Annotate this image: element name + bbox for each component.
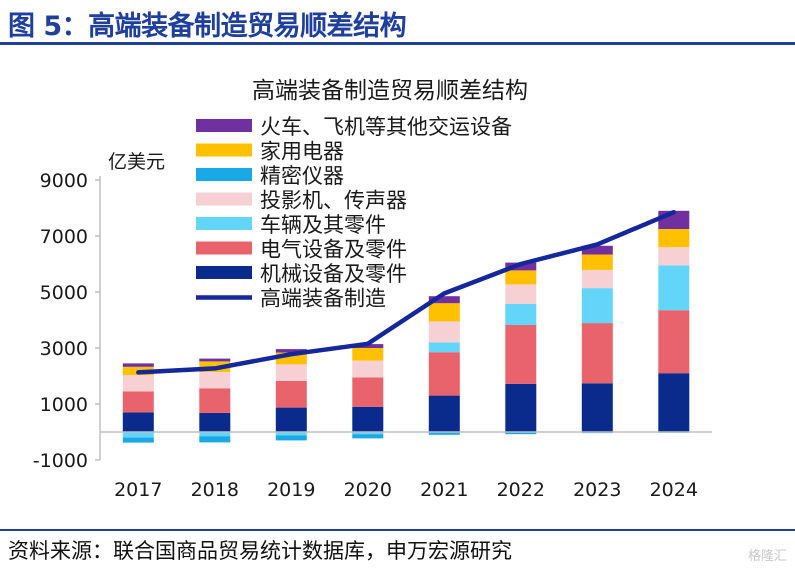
bar-segment-1-2020 [352,406,384,432]
bar-segment-1-2018 [199,413,231,432]
bar-segment-3-2018 [199,432,231,437]
bar-segment-4-2021 [428,321,460,343]
x-tick-label: 2019 [267,479,315,501]
legend-label: 火车、飞机等其他交运设备 [260,115,512,139]
bar-segment-5-2020 [352,434,384,439]
bar-segment-7-2019 [275,349,307,353]
legend-swatch [196,119,252,132]
bar-segment-5-2022 [505,432,537,435]
bar-segment-5-2017 [122,437,154,443]
legend-label: 机械设备及零件 [260,262,407,286]
legend-label: 投影机、传声器 [260,189,407,213]
source-note: 资料来源：联合国商品贸易统计数据库，申万宏源研究 [8,539,512,563]
bar-segment-3-2022 [505,304,537,325]
figure-title: 图 5：高端装备制造贸易顺差结构 [8,11,407,42]
x-tick-label: 2017 [114,479,162,501]
legend: 火车、飞机等其他交运设备家用电器精密仪器投影机、传声器车辆及其零件电气设备及零件… [196,115,512,311]
bar-segment-2-2020 [352,377,384,407]
bar-segment-6-2022 [505,270,537,285]
legend-label: 车辆及其零件 [260,213,386,237]
x-tick-label: 2020 [344,479,392,501]
bottom-divider [0,529,795,531]
bar-segment-5-2021 [428,432,460,435]
legend-swatch [196,241,252,255]
bar-segment-2-2022 [505,325,537,384]
x-tick-label: 2023 [573,479,621,501]
bar-segment-6-2019 [275,352,307,365]
legend-label: 精密仪器 [260,164,344,188]
bar-segment-1-2023 [581,383,613,432]
bar-segment-7-2021 [428,296,460,304]
bar-segment-2-2023 [581,323,613,384]
legend-label: 电气设备及零件 [260,238,407,262]
bar-segment-4-2017 [122,375,154,392]
bar-segment-7-2017 [122,363,154,367]
legend-label: 高端装备制造 [260,287,386,311]
legend-swatch [196,143,252,157]
bar-segment-6-2024 [658,229,690,248]
bar-segment-4-2022 [505,284,537,304]
bar-segment-3-2021 [428,342,460,353]
top-divider [0,42,795,45]
y-tick-label: -1000 [33,450,88,472]
bar-segment-4-2024 [658,247,690,266]
y-tick-label: 1000 [40,394,88,416]
bar-segment-7-2018 [199,358,231,362]
bar-segment-2-2024 [658,310,690,374]
y-tick-label: 5000 [40,282,88,304]
bars-layer [122,210,690,443]
bar-segment-3-2019 [275,432,307,436]
bar-segment-4-2020 [352,360,384,378]
bar-segment-7-2022 [505,262,537,271]
bar-segment-6-2021 [428,303,460,322]
y-axis-unit-label: 亿美元 [108,151,165,173]
bar-segment-1-2019 [275,407,307,432]
stacked-bar-chart: 高端装备制造贸易顺差结构 亿美元 -1000 1000 3000 5000 7000 90… [33,78,712,501]
bar-segment-3-2023 [581,288,613,324]
bar-segment-1-2017 [122,412,154,432]
bar-segment-4-2023 [581,269,613,289]
total-line-series [136,209,677,375]
y-tick-label: 9000 [40,170,88,192]
bar-segment-2-2017 [122,391,154,413]
x-tick-label: 2024 [650,479,698,501]
y-tick-label: 3000 [40,338,88,360]
bar-segment-3-2017 [122,432,154,438]
legend-swatch [196,217,252,230]
legend-label: 家用电器 [260,140,344,164]
bar-segment-2-2021 [428,352,460,396]
x-tick-label: 2021 [420,479,468,501]
bar-segment-2-2018 [199,388,231,413]
bar-segment-6-2020 [352,348,384,361]
bar-segment-2-2019 [275,381,307,408]
legend-swatch [196,266,252,279]
x-tick-label: 2018 [191,479,239,501]
legend-swatch [196,168,252,181]
x-tick-label: 2022 [497,479,545,501]
line-layer [136,209,677,375]
bar-segment-3-2020 [352,432,384,435]
bar-segment-4-2019 [275,364,307,381]
bar-segment-3-2024 [658,265,690,311]
bar-segment-7-2023 [581,245,613,255]
watermark: 格隆汇 [747,549,787,564]
legend-swatch [196,192,252,206]
chart-title: 高端装备制造贸易顺差结构 [252,78,528,104]
y-tick-label: 7000 [40,226,88,248]
bar-segment-5-2019 [275,435,307,441]
bar-segment-1-2024 [658,373,690,432]
bar-segment-1-2021 [428,395,460,432]
axes-layer: -1000 1000 3000 5000 7000 9000 2017 2018 2019 202… [33,170,712,501]
bar-segment-6-2023 [581,254,613,270]
bar-segment-1-2022 [505,383,537,432]
bar-segment-5-2018 [199,436,231,443]
bar-segment-4-2018 [199,372,231,389]
